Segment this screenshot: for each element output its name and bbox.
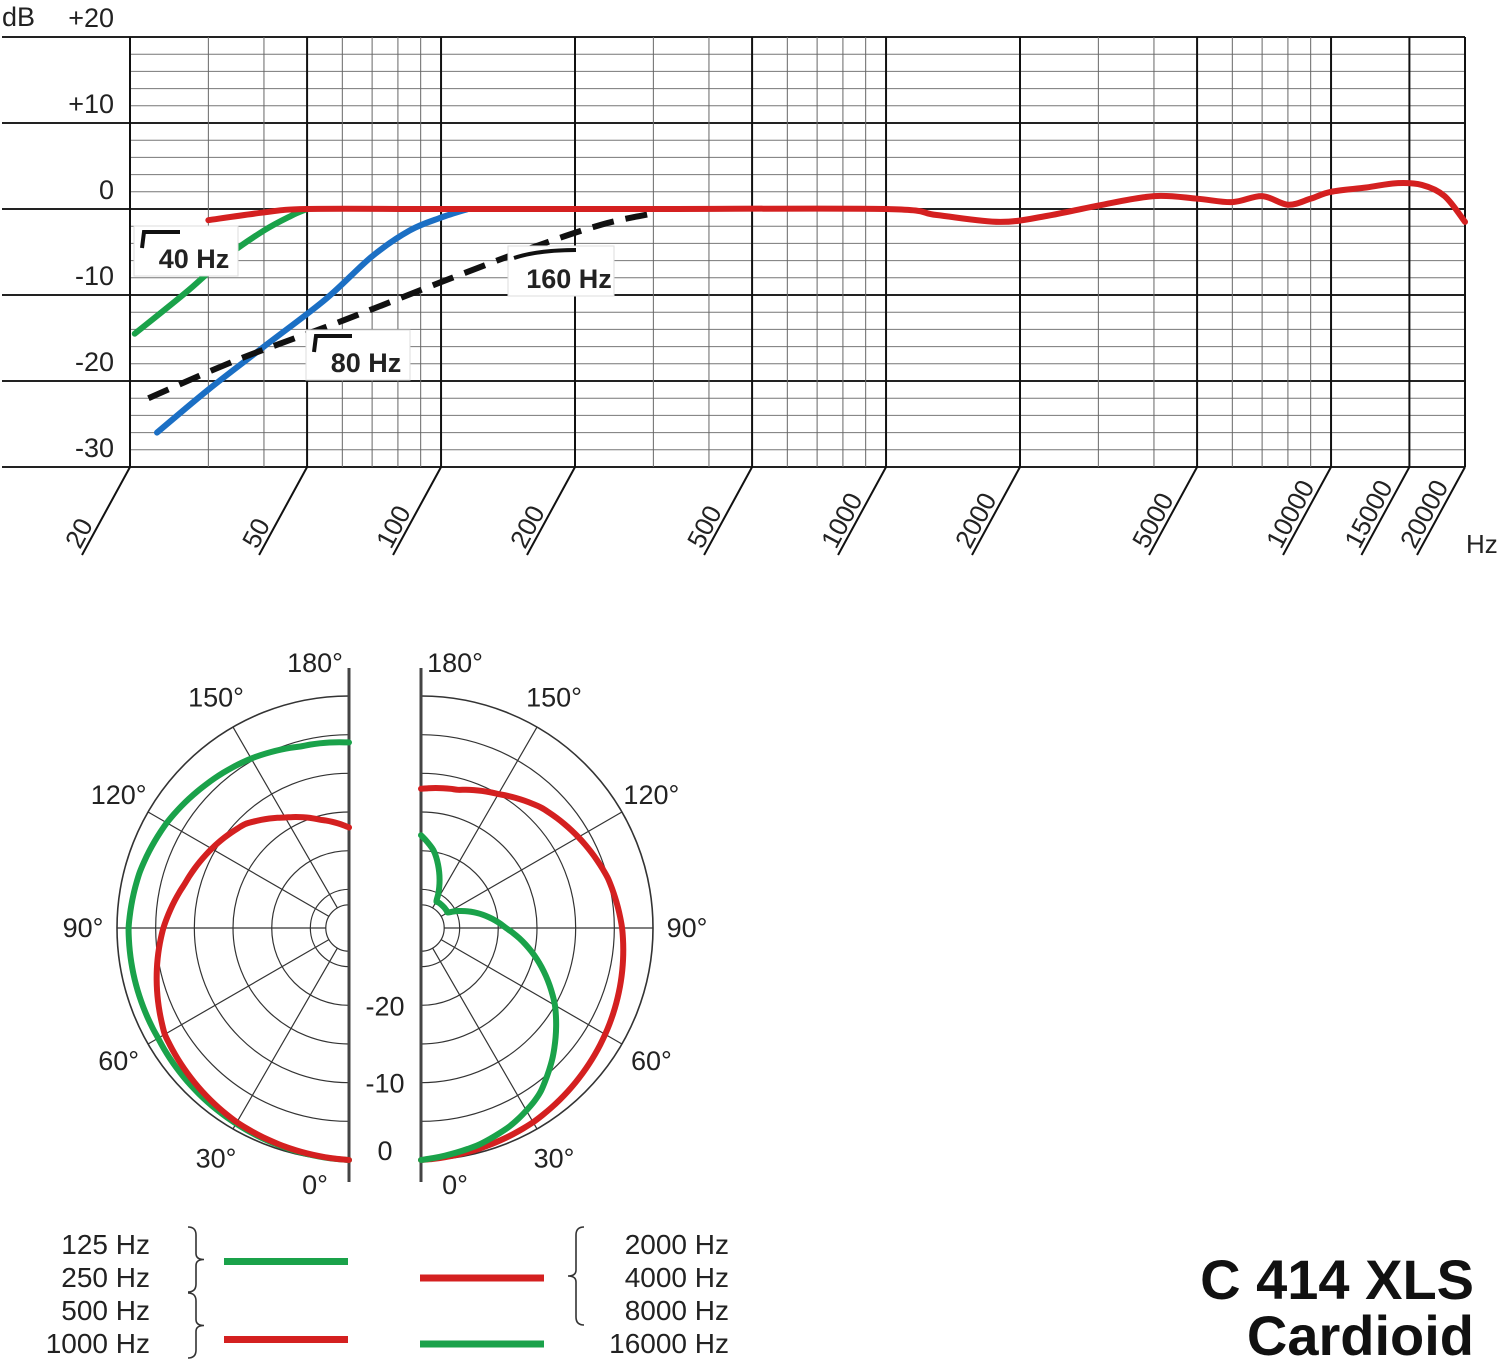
y-axis-unit-label: dB <box>2 2 35 32</box>
x-tick-slant <box>1360 466 1411 556</box>
polar-angle-label-right: 0° <box>442 1170 468 1200</box>
highpass-slope-icon <box>140 230 180 249</box>
polar-angle-label-left: 60° <box>98 1046 139 1076</box>
annotation-label: 80 Hz <box>331 348 402 378</box>
polar-spoke-right <box>440 811 623 917</box>
frequency-series-line-2 <box>147 210 654 401</box>
polar-spoke-left <box>147 811 330 917</box>
frequency-series-line-3 <box>205 179 1468 225</box>
x-tick-slant <box>526 466 576 556</box>
polar-spoke-right <box>432 947 538 1130</box>
x-tick-label: 1000 <box>815 488 869 553</box>
annotation-label: 160 Hz <box>526 264 612 294</box>
y-tick-label: -10 <box>75 261 114 291</box>
frequency-series <box>131 179 1468 436</box>
polar-series-line-2 <box>418 785 627 1163</box>
polar-angle-label-right: 60° <box>631 1046 672 1076</box>
y-tick-label: -20 <box>75 347 114 377</box>
polar-radial-label: -10 <box>365 1069 404 1099</box>
polar-spoke-left <box>147 939 330 1045</box>
x-tick-label: 10000 <box>1260 475 1320 553</box>
polar-angle-label-left: 90° <box>63 913 104 943</box>
polar-grid <box>116 668 654 1182</box>
y-tick-label: -30 <box>75 433 114 463</box>
legend-label: 125 Hz <box>61 1229 150 1260</box>
x-tick-slant <box>392 466 442 556</box>
polar-hub-right <box>420 904 445 952</box>
y-tick-label: +20 <box>68 3 114 33</box>
x-tick-slant <box>81 466 131 556</box>
polar-series <box>125 739 627 1163</box>
polar-angle-label-left: 0° <box>302 1170 328 1200</box>
annotation-box <box>305 329 411 381</box>
highpass-slope-icon <box>513 248 577 260</box>
legend-label: 16000 Hz <box>609 1328 729 1359</box>
legend-label: 250 Hz <box>61 1262 150 1293</box>
x-tick-label: 500 <box>681 500 728 552</box>
x-tick-slant <box>1282 466 1332 556</box>
frequency-response-chart: 20 50 100 200 500 1000 2000 5000 10000 1500020000… <box>2 2 1498 559</box>
x-tick-slant <box>971 466 1021 556</box>
x-tick-label: 200 <box>504 500 551 552</box>
pattern-name: Cardioid <box>1246 1304 1474 1367</box>
y-tick-label: +10 <box>68 89 114 119</box>
polar-spoke-right <box>432 726 538 909</box>
polar-angle-label-right: 90° <box>667 913 708 943</box>
frequency-tick-labels: 20 50 100 200 500 1000 2000 5000 10000 1500020000… <box>2 2 1498 559</box>
x-tick-label: 50 <box>236 513 276 553</box>
polar-angle-label-right: 120° <box>623 780 679 810</box>
polar-angle-label-left: 150° <box>188 683 244 713</box>
polar-series-line-3 <box>418 832 560 1163</box>
polar-angle-label-right: 30° <box>534 1143 575 1173</box>
polar-series-line-1 <box>153 814 352 1163</box>
x-tick-label: 20 <box>59 513 99 553</box>
x-tick-label: 15000 <box>1338 475 1398 553</box>
x-tick-label: 5000 <box>1126 488 1180 553</box>
product-title: C 414 XLS Cardioid <box>1200 1252 1474 1364</box>
legend-label: 500 Hz <box>61 1295 150 1326</box>
legend-label: 1000 Hz <box>46 1328 150 1359</box>
polar-angle-label-right: 150° <box>526 683 582 713</box>
model-name: C 414 XLS <box>1200 1248 1474 1311</box>
polar-radial-label: -20 <box>365 991 404 1021</box>
highpass-slope-icon <box>312 334 352 353</box>
polar-radial-label: 0 <box>377 1136 392 1166</box>
polar-spoke-left <box>232 947 338 1130</box>
polar-angle-label-right: 180° <box>427 648 483 678</box>
legend-label: 4000 Hz <box>625 1262 729 1293</box>
polar-series-line-0 <box>125 739 352 1163</box>
legend-label: 2000 Hz <box>625 1229 729 1260</box>
legend-brace <box>187 1226 205 1293</box>
polar-labels: 0° 0° 30° 30° 60° 60° 90° 90° 120° 120° 150° 150° 18… <box>63 648 708 1200</box>
x-tick-slant <box>837 466 887 556</box>
polar-angle-label-left: 120° <box>91 780 147 810</box>
legend-label: 8000 Hz <box>625 1295 729 1326</box>
polar-pattern-chart: 0° 0° 30° 30° 60° 60° 90° 90° 120° 120° 150° 150° 18… <box>63 648 708 1200</box>
legend-brace <box>567 1226 585 1326</box>
y-tick-label: 0 <box>99 175 114 205</box>
polar-spoke-right <box>440 939 623 1045</box>
x-tick-slant <box>258 466 308 556</box>
annotation-box <box>133 225 239 277</box>
x-tick-slant <box>1148 466 1198 556</box>
x-tick-label: 100 <box>370 500 417 552</box>
annotation-label: 40 Hz <box>159 244 230 274</box>
x-tick-slant <box>1416 466 1466 556</box>
cutoff-annotations: 40 Hz 80 Hz 160 Hz <box>133 225 615 381</box>
x-axis-unit-label: Hz <box>1466 529 1498 559</box>
x-tick-slant <box>703 466 753 556</box>
frequency-series-line-0 <box>131 206 311 337</box>
polar-angle-label-left: 30° <box>196 1143 237 1173</box>
frequency-series-line-1 <box>154 206 472 436</box>
x-tick-label: 2000 <box>949 488 1003 553</box>
polar-angle-label-left: 180° <box>287 648 343 678</box>
x-tick-label: 20000 <box>1394 475 1454 553</box>
legend-brace <box>187 1292 205 1359</box>
polar-hub-left <box>325 904 350 952</box>
